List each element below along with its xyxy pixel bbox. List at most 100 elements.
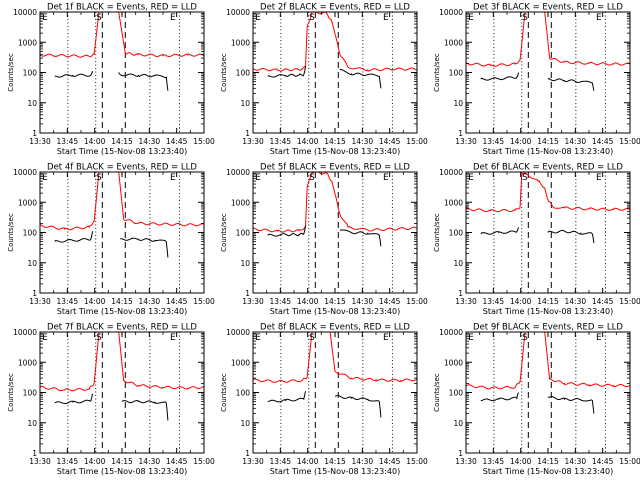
x-tick-label: 14:45: [166, 457, 188, 466]
x-tick-label: 14:00: [297, 137, 319, 146]
y-tick-label: 1: [245, 289, 250, 298]
x-tick-label: 14:45: [379, 137, 401, 146]
y-tick-label: 100: [23, 229, 38, 238]
event-marker-label: E: [42, 333, 48, 343]
y-tick-label: 10: [453, 419, 463, 428]
series-line: [339, 68, 382, 89]
event-marker-label: E: [596, 333, 602, 343]
event-marker-label: E: [170, 333, 176, 343]
series-line: [267, 391, 306, 403]
y-tick-label: 1: [458, 449, 463, 458]
event-marker-label: E: [42, 13, 48, 23]
y-tick-label: 10000: [226, 168, 250, 177]
event-marker-label: E: [170, 173, 176, 183]
x-tick-label: 14:00: [510, 137, 532, 146]
y-axis-label: Counts/sec: [433, 213, 441, 252]
y-tick-label: 10: [240, 259, 250, 268]
x-tick-label: 14:45: [592, 137, 614, 146]
series-line: [547, 396, 595, 414]
y-axis-label: Counts/sec: [7, 213, 15, 252]
x-tick-label: 14:00: [510, 457, 532, 466]
x-tick-label: 14:30: [352, 137, 374, 146]
y-tick-label: 100: [236, 229, 251, 238]
x-tick-label: 13:45: [270, 297, 292, 306]
series-line: [253, 172, 417, 233]
x-tick-label: 14:30: [352, 297, 374, 306]
series-line: [253, 332, 313, 383]
x-axis-label: Start Time (15-Nov-08 13:23:40): [270, 467, 400, 476]
series-line: [118, 72, 169, 91]
x-tick-label: 13:45: [483, 137, 505, 146]
x-tick-label: 14:00: [84, 457, 106, 466]
y-tick-label: 10000: [226, 328, 250, 337]
x-axis-label: Start Time (15-Nov-08 13:23:40): [483, 307, 613, 316]
chart-panel: 1 10 100 1000 10000 13:30 13:45 14:00 14:15 14:30…: [220, 163, 428, 317]
x-tick-label: 14:45: [166, 297, 188, 306]
chart-title: Det 8f BLACK = Events, RED = LLD: [260, 323, 410, 333]
x-axis-label: Start Time (15-Nov-08 13:23:40): [270, 147, 400, 156]
chart-title: Det 1f BLACK = Events, RED = LLD: [47, 3, 197, 13]
series-line: [339, 229, 382, 247]
y-tick-label: 10000: [439, 168, 463, 177]
y-tick-label: 100: [449, 389, 464, 398]
x-tick-label: 14:45: [166, 137, 188, 146]
chart-panel: 1 10 100 1000 10000 13:30 13:45 14:00 14:15 14:30…: [433, 3, 640, 157]
event-marker-label: S: [96, 173, 102, 183]
chart-title: Det 2f BLACK = Events, RED = LLD: [260, 3, 410, 13]
event-marker-label: E: [255, 173, 261, 183]
y-tick-label: 100: [236, 69, 251, 78]
x-tick-label: 14:30: [352, 457, 374, 466]
y-tick-label: 10: [27, 419, 37, 428]
x-tick-label: 14:15: [111, 457, 133, 466]
y-tick-label: 100: [23, 69, 38, 78]
y-axis-label: Counts/sec: [220, 53, 228, 92]
x-tick-label: 14:30: [565, 297, 587, 306]
y-axis-label: Counts/sec: [7, 373, 15, 412]
x-tick-label: 14:15: [537, 457, 559, 466]
series-line: [120, 237, 169, 258]
chart-title: Det 3f BLACK = Events, RED = LLD: [473, 3, 623, 13]
y-tick-label: 100: [449, 69, 464, 78]
y-tick-label: 10000: [226, 8, 250, 17]
y-tick-label: 1000: [18, 198, 37, 207]
series-line: [466, 332, 526, 390]
event-marker-label: E: [42, 173, 48, 183]
x-tick-label: 15:00: [619, 297, 640, 306]
x-tick-label: 13:45: [270, 457, 292, 466]
x-tick-label: 13:30: [29, 297, 51, 306]
x-tick-label: 15:00: [619, 457, 640, 466]
y-tick-label: 1: [32, 129, 37, 138]
x-tick-label: 14:30: [565, 137, 587, 146]
y-tick-label: 1: [245, 129, 250, 138]
chart-panel: 1 10 100 1000 10000 13:30 13:45 14:00 14:15 14:30…: [7, 323, 215, 477]
x-tick-label: 14:30: [565, 457, 587, 466]
series-group: [253, 12, 417, 89]
x-axis-label: Start Time (15-Nov-08 13:23:40): [57, 467, 187, 476]
series-group: [466, 332, 630, 414]
x-tick-label: 13:30: [455, 297, 477, 306]
x-tick-label: 14:00: [84, 297, 106, 306]
x-tick-label: 13:30: [242, 297, 264, 306]
series-line: [334, 395, 382, 418]
y-tick-label: 100: [23, 389, 38, 398]
x-tick-label: 14:15: [537, 137, 559, 146]
y-tick-label: 1000: [18, 38, 37, 47]
y-axis-label: Counts/sec: [433, 53, 441, 92]
x-tick-label: 14:45: [379, 297, 401, 306]
event-marker-label: E: [596, 13, 602, 23]
series-group: [466, 12, 630, 91]
series-line: [480, 392, 519, 402]
y-tick-label: 1000: [231, 358, 250, 367]
x-tick-label: 13:45: [483, 457, 505, 466]
series-group: [253, 172, 417, 247]
event-marker-label: S: [309, 13, 315, 23]
y-tick-label: 10000: [439, 8, 463, 17]
x-tick-label: 14:15: [537, 297, 559, 306]
x-tick-label: 13:30: [29, 457, 51, 466]
x-axis-label: Start Time (15-Nov-08 13:23:40): [270, 307, 400, 316]
event-marker-label: E: [596, 173, 602, 183]
series-line: [480, 227, 519, 235]
x-tick-label: 15:00: [619, 137, 640, 146]
event-marker-label: S: [522, 333, 528, 343]
series-line: [547, 229, 595, 244]
